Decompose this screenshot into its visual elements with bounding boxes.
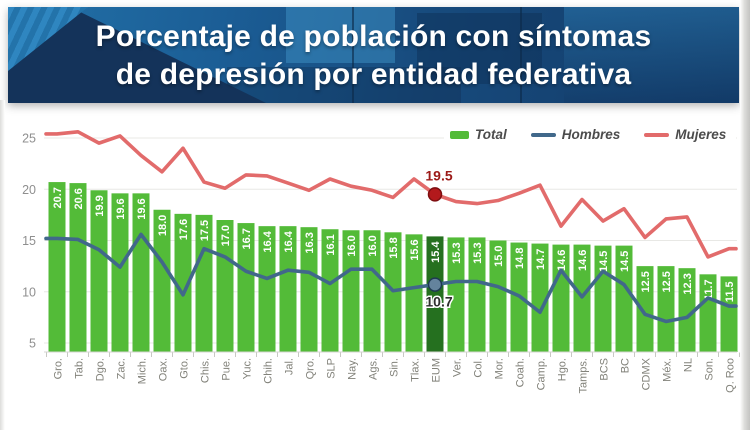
svg-text:16.0: 16.0 bbox=[367, 235, 379, 256]
svg-text:14.7: 14.7 bbox=[535, 249, 547, 270]
svg-text:14.6: 14.6 bbox=[577, 250, 589, 271]
svg-text:Oax.: Oax. bbox=[158, 358, 170, 381]
header-deco-screen-tile bbox=[285, 7, 396, 63]
svg-text:12.5: 12.5 bbox=[640, 271, 652, 292]
svg-text:20.7: 20.7 bbox=[52, 187, 64, 208]
legend-swatch-hombres-icon bbox=[530, 132, 556, 137]
chart-legend: Total Hombres Mujeres bbox=[444, 124, 737, 145]
svg-text:14.6: 14.6 bbox=[556, 250, 568, 271]
header-deco-divider bbox=[519, 7, 522, 103]
page-title: Porcentaje de población con síntomas de … bbox=[8, 7, 739, 94]
svg-text:15.4: 15.4 bbox=[430, 241, 442, 263]
legend-item-total: Total bbox=[450, 127, 507, 142]
svg-text:NL: NL bbox=[683, 358, 695, 372]
svg-text:Chih.: Chih. bbox=[263, 358, 275, 384]
svg-text:Son.: Son. bbox=[704, 358, 716, 381]
svg-text:EUM: EUM bbox=[431, 358, 443, 382]
svg-text:BCS: BCS bbox=[599, 358, 611, 381]
header-deco-screen-tile bbox=[563, 7, 739, 103]
svg-text:Mor.: Mor. bbox=[494, 358, 506, 379]
svg-text:Nay.: Nay. bbox=[347, 358, 359, 380]
svg-text:Q. Roo: Q. Roo bbox=[725, 358, 737, 393]
svg-text:Zac.: Zac. bbox=[116, 358, 128, 379]
svg-text:5: 5 bbox=[29, 337, 36, 351]
svg-text:Coah.: Coah. bbox=[515, 358, 527, 387]
svg-text:14.8: 14.8 bbox=[514, 248, 526, 269]
svg-text:10: 10 bbox=[22, 285, 36, 299]
legend-label-mujeres: Mujeres bbox=[675, 127, 727, 142]
svg-text:15.8: 15.8 bbox=[388, 237, 400, 258]
svg-text:Sin.: Sin. bbox=[389, 358, 401, 377]
svg-text:10.7: 10.7 bbox=[425, 294, 452, 310]
svg-text:Tlax.: Tlax. bbox=[410, 358, 422, 382]
svg-text:16.4: 16.4 bbox=[262, 230, 274, 252]
svg-text:Pue.: Pue. bbox=[221, 358, 233, 381]
svg-text:18.0: 18.0 bbox=[157, 215, 169, 236]
page-title-line1: Porcentaje de población con síntomas bbox=[95, 20, 652, 53]
svg-text:Dgo.: Dgo. bbox=[95, 358, 107, 381]
svg-text:BC: BC bbox=[620, 358, 632, 373]
svg-text:25: 25 bbox=[22, 132, 36, 146]
svg-text:Méx.: Méx. bbox=[662, 358, 674, 382]
svg-text:Yuc.: Yuc. bbox=[242, 358, 254, 379]
svg-text:15.3: 15.3 bbox=[472, 242, 484, 263]
svg-text:17.6: 17.6 bbox=[178, 219, 190, 240]
svg-text:16.7: 16.7 bbox=[241, 228, 253, 249]
svg-text:Jal.: Jal. bbox=[284, 358, 296, 375]
svg-text:15.0: 15.0 bbox=[493, 246, 505, 267]
svg-text:Camp.: Camp. bbox=[536, 358, 548, 390]
svg-text:12.5: 12.5 bbox=[661, 271, 673, 292]
legend-swatch-total-icon bbox=[450, 130, 469, 139]
svg-text:17.5: 17.5 bbox=[199, 220, 211, 241]
svg-text:Chis.: Chis. bbox=[200, 358, 212, 383]
svg-text:Gto.: Gto. bbox=[179, 358, 191, 379]
svg-text:20.6: 20.6 bbox=[73, 188, 85, 209]
svg-text:19.5: 19.5 bbox=[425, 167, 452, 183]
svg-text:15.3: 15.3 bbox=[451, 242, 463, 263]
svg-text:12.3: 12.3 bbox=[682, 273, 694, 294]
legend-label-total: Total bbox=[475, 127, 507, 142]
svg-text:CDMX: CDMX bbox=[641, 357, 653, 390]
legend-swatch-mujeres-icon bbox=[644, 132, 670, 137]
page-title-line2: de depresión por entidad federativa bbox=[115, 58, 632, 91]
svg-text:19.6: 19.6 bbox=[115, 198, 127, 219]
svg-text:19.6: 19.6 bbox=[136, 198, 148, 219]
svg-text:Qro.: Qro. bbox=[305, 358, 317, 379]
svg-text:Col.: Col. bbox=[473, 358, 485, 378]
header-deco-divider bbox=[351, 7, 354, 103]
legend-item-mujeres: Mujeres bbox=[644, 127, 726, 142]
svg-text:Ags.: Ags. bbox=[368, 358, 380, 380]
svg-text:15.6: 15.6 bbox=[409, 239, 421, 260]
svg-text:11.5: 11.5 bbox=[724, 281, 736, 302]
svg-text:11.7: 11.7 bbox=[703, 279, 715, 300]
svg-text:20: 20 bbox=[22, 183, 36, 197]
svg-text:17.0: 17.0 bbox=[220, 225, 232, 246]
svg-text:15: 15 bbox=[22, 234, 36, 248]
svg-text:Mich.: Mich. bbox=[137, 358, 149, 384]
header-banner: Porcentaje de población con síntomas de … bbox=[8, 7, 739, 103]
svg-text:Tamps.: Tamps. bbox=[578, 358, 590, 393]
svg-text:Ver.: Ver. bbox=[452, 358, 464, 377]
page-edge-shade-right bbox=[740, 0, 750, 430]
svg-text:16.0: 16.0 bbox=[346, 235, 358, 256]
svg-text:Tab.: Tab. bbox=[74, 358, 86, 379]
header-deco-screen-tile bbox=[227, 66, 462, 103]
svg-text:16.4: 16.4 bbox=[283, 230, 295, 252]
svg-text:16.3: 16.3 bbox=[304, 232, 316, 253]
svg-text:Gro.: Gro. bbox=[53, 358, 65, 379]
svg-text:SLP: SLP bbox=[326, 358, 338, 379]
svg-text:19.9: 19.9 bbox=[94, 195, 106, 216]
page-edge-shade-left bbox=[0, 100, 5, 430]
svg-text:16.1: 16.1 bbox=[325, 234, 337, 255]
legend-item-hombres: Hombres bbox=[530, 127, 621, 142]
svg-text:14.5: 14.5 bbox=[619, 251, 631, 272]
legend-label-hombres: Hombres bbox=[561, 127, 621, 142]
svg-text:14.5: 14.5 bbox=[598, 251, 610, 272]
svg-text:Hgo.: Hgo. bbox=[557, 358, 569, 381]
